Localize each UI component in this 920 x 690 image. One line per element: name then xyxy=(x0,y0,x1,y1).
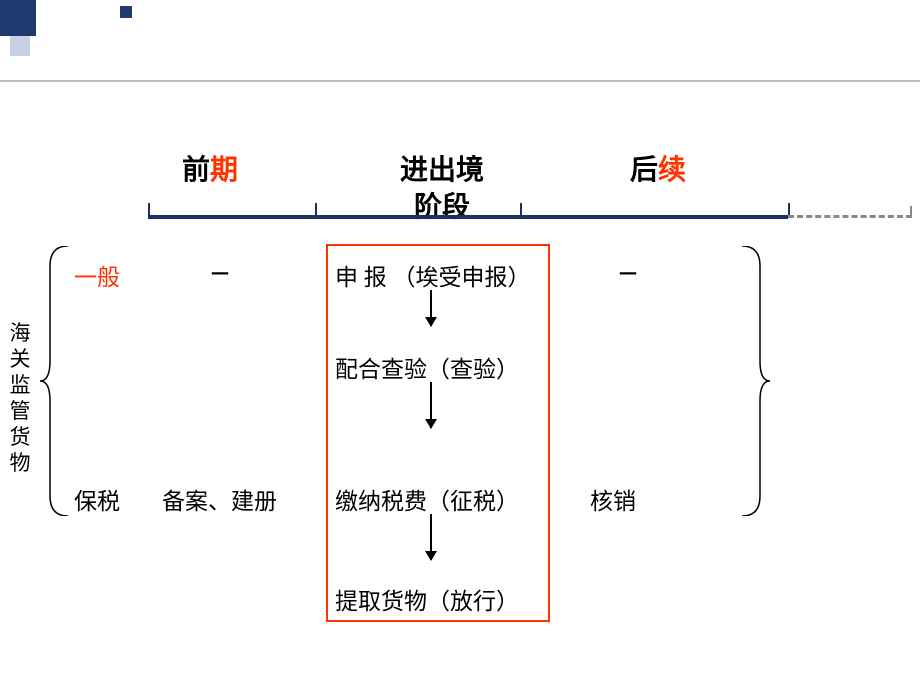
timeline-tick xyxy=(520,203,522,217)
middle-highlight-box xyxy=(326,244,550,622)
category-bonded-label: 保税 xyxy=(74,482,120,516)
brace-left xyxy=(40,246,70,516)
deco-square-large xyxy=(0,0,36,36)
stage-pre-prefix: 前 xyxy=(182,155,210,186)
timeline-tick xyxy=(148,203,150,217)
category-general-label: 一般 xyxy=(74,258,120,292)
mid-step-4: 提取货物（放行） xyxy=(335,582,519,616)
mid-step-1: 申 报 （埃受申报） xyxy=(335,258,531,292)
timeline-solid xyxy=(148,215,788,235)
pre-bonded-text: 备案、建册 xyxy=(162,482,277,516)
stage-post-label: 后续 xyxy=(630,148,686,188)
mid-step-2: 配合查验（查验） xyxy=(335,350,519,384)
side-vertical-label: 海关监管货物 xyxy=(8,320,32,476)
stage-mid-label-1: 进出境 xyxy=(400,148,484,188)
stage-post-prefix: 后 xyxy=(630,155,658,186)
brace-right xyxy=(740,246,770,516)
deco-square-small xyxy=(120,6,132,18)
stage-pre-accent: 期 xyxy=(210,155,238,186)
arrow-3 xyxy=(430,514,432,560)
post-bonded-text: 核销 xyxy=(590,482,636,516)
timeline-tick-dashed xyxy=(910,206,912,217)
stage-post-accent: 续 xyxy=(658,155,686,186)
deco-square-medium xyxy=(10,36,30,56)
pre-general-dash: – xyxy=(212,252,228,289)
timeline-bar xyxy=(148,215,788,219)
arrow-1 xyxy=(430,290,432,326)
timeline-tick xyxy=(315,203,317,217)
timeline-dashed xyxy=(788,215,912,218)
mid-step-3: 缴纳税费（征税） xyxy=(335,482,519,516)
stage-pre-label: 前期 xyxy=(182,148,238,188)
arrow-2 xyxy=(430,382,432,428)
top-divider xyxy=(0,80,920,82)
post-general-dash: – xyxy=(620,252,636,289)
